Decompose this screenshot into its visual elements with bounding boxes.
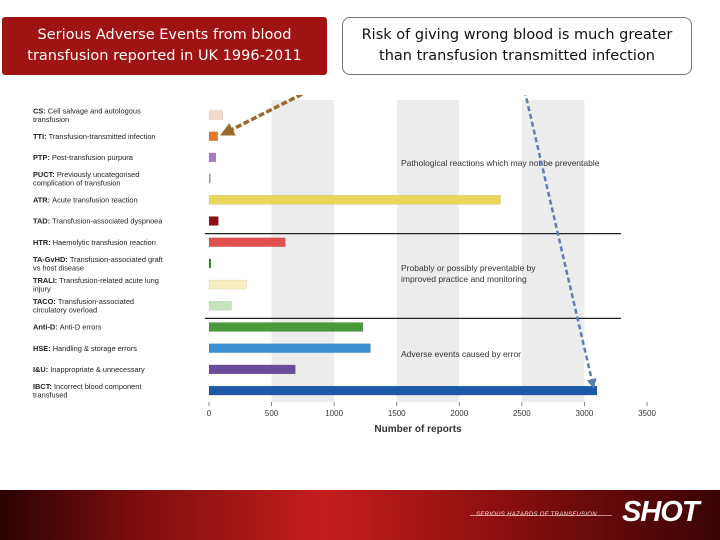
slide-title-line-2: transfusion reported in UK 1996-2011 [27, 48, 302, 64]
bar-htr [208, 237, 286, 247]
category-label: Anti-D: Anti-D errors [33, 323, 102, 332]
footer-tagline: SERIOUS HAZARDS OF TRANSFUSION [476, 512, 597, 518]
category-label: I&U: Inappropriate & unnecessary [33, 365, 145, 374]
x-tick-label: 0 [207, 409, 212, 418]
x-axis-label: Number of reports [374, 424, 462, 435]
grid-band [459, 100, 522, 402]
bar-tad [208, 216, 219, 226]
category-label: TAD: Transfusion-associated dyspnoea [33, 217, 163, 226]
category-label: TA-GvHD: Transfusion-associated graft vs … [33, 255, 163, 273]
callout-box: Risk of giving wrong blood is much great… [342, 17, 692, 75]
bar-antid [208, 322, 364, 332]
callout-arrow-tti [219, 95, 305, 136]
category-label: CS: Cell salvage and autologous transfusi… [33, 106, 141, 124]
category-label: HSE: Handling & storage errors [33, 344, 137, 353]
callout-arrow-ibct [524, 95, 597, 389]
slide-title: Serious Adverse Events from blood transf… [2, 17, 327, 75]
grid-band [209, 100, 272, 402]
bar-taco [208, 301, 232, 311]
bar-tti [208, 131, 219, 141]
bar-puct [208, 173, 211, 184]
category-label: TACO: Transfusion-associated circulatory … [33, 297, 134, 315]
footer-divider [470, 515, 612, 516]
x-tick-label: 3500 [638, 409, 656, 418]
adverse-events-bar-chart: CS: Cell salvage and autologous transfusi… [33, 95, 656, 435]
category-label: PTP: Post-transfusion purpura [33, 153, 134, 162]
bar-iu [208, 364, 296, 375]
category-label: TTI: Transfusion-transmitted infection [33, 132, 156, 141]
x-tick-label: 2500 [513, 409, 531, 418]
slide-title-line-1: Serious Adverse Events from blood [37, 27, 292, 43]
x-tick-label: 2000 [450, 409, 468, 418]
category-label: TRALI: Transfusion-related acute lung inj… [33, 276, 159, 294]
grid-band [271, 100, 335, 402]
bar-trali [208, 279, 247, 290]
category-label: IBCT: Incorrect blood component transfuse… [33, 382, 141, 400]
bar-ibct [208, 385, 598, 396]
grid-band [396, 100, 460, 402]
x-tick-label: 3000 [576, 409, 594, 418]
x-tick-label: 1000 [325, 409, 343, 418]
bar-hse [208, 343, 371, 353]
footer-banner: SERIOUS HAZARDS OF TRANSFUSION SHOT [0, 490, 720, 540]
category-label: PUCT: Previously uncategorised complicati… [33, 170, 139, 188]
category-label: HTR: Haemolytic transfusion reaction [33, 238, 156, 247]
grid-band [334, 100, 397, 402]
grid-band [521, 100, 585, 402]
bar-cs [208, 110, 224, 120]
category-label: ATR: Acute transfusion reaction [33, 195, 138, 204]
group-label: Pathological reactions which may not be … [401, 158, 600, 168]
group-label: Probably or possibly preventable by impro… [401, 263, 536, 284]
callout-line-2: than transfusion transmitted infection [379, 48, 655, 64]
grid-band [584, 100, 647, 402]
x-tick-label: 500 [265, 409, 279, 418]
shot-logo: SHOT [622, 496, 700, 528]
x-tick-label: 1500 [388, 409, 406, 418]
bar-tagvhd [208, 258, 212, 269]
group-label: Adverse events caused by error [401, 349, 521, 359]
bar-atr [208, 195, 501, 205]
bar-ptp [208, 152, 217, 163]
callout-line-1: Risk of giving wrong blood is much great… [361, 27, 673, 43]
